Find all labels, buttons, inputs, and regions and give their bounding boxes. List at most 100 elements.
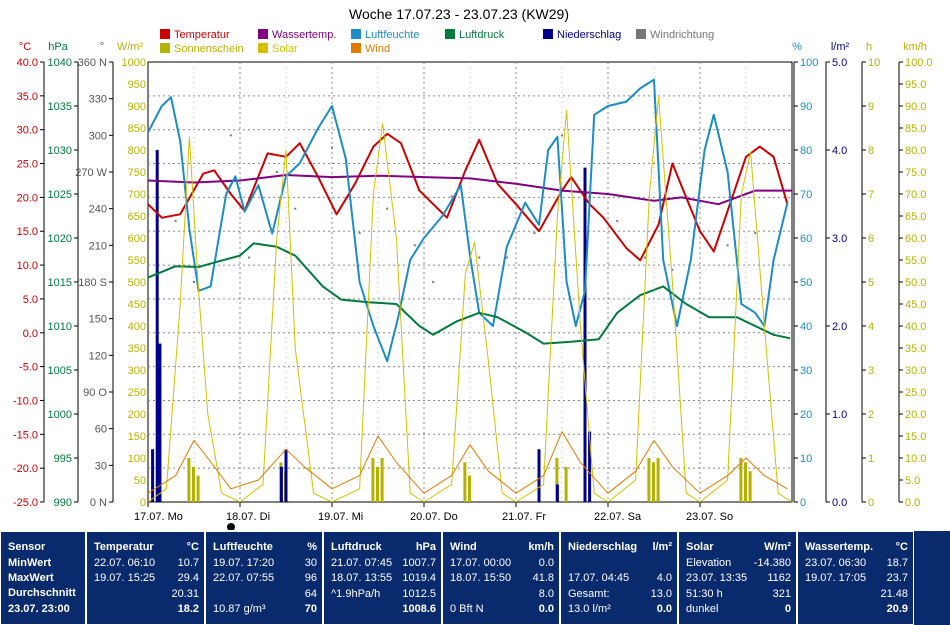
axis-tick-pressure: 1030 <box>48 145 72 157</box>
series-line-wassertemp <box>147 174 792 206</box>
table-column-solar: Solar W/m² Elevation -14.380 23.07. 13:35 116… <box>678 531 797 625</box>
sunshine-bar <box>371 458 375 502</box>
axis-tick-precipitation: 0.0 <box>832 497 847 509</box>
table-cell-label: 23.07. 13:35 <box>686 572 748 585</box>
sunshine-bar <box>468 475 471 502</box>
axis-tick-wind: 15.0 <box>905 431 926 443</box>
x-label-1: 18.07. Di <box>226 511 270 523</box>
axis-tick-solar: 850 <box>128 123 146 135</box>
precipitation-bar <box>537 449 541 502</box>
table-unit: hPa <box>415 541 436 553</box>
table-header: Solar <box>686 541 714 553</box>
axis-tick-pressure: 990 <box>54 497 72 509</box>
weather-chart: Woche 17.07.23 - 23.07.23 (KW29) Tempera… <box>13 6 933 530</box>
precipitation-bar <box>284 449 288 502</box>
table-cell-value: 321 <box>772 587 791 600</box>
axis-tick-wind: 60.0 <box>905 233 926 245</box>
wind-direction-point <box>432 281 435 283</box>
table-cell-label: 22.07. 07:55 <box>213 572 275 585</box>
axis-tick-direction: 90 O <box>83 387 107 399</box>
wind-direction-point <box>754 232 757 235</box>
wind-direction-point <box>413 244 416 247</box>
axis-tick-temperature: -5.0 <box>19 362 38 374</box>
table-cell-value: 0 <box>784 602 791 615</box>
bar-series <box>151 150 752 502</box>
axis-tick-humidity: 30 <box>800 365 812 377</box>
axis-tick-direction: 0 N <box>90 497 107 509</box>
table-header: Wassertemp. <box>805 541 874 553</box>
axis-tick-pressure: 1035 <box>48 101 72 113</box>
axis-tick-solar: 400 <box>128 321 146 333</box>
axis-tick-humidity: 100 <box>800 57 818 69</box>
sunshine-bar <box>196 475 200 502</box>
axis-tick-precipitation: 2.0 <box>832 321 847 333</box>
axis-tick-temperature: 15.0 <box>17 226 38 238</box>
axis-tick-solar: 250 <box>128 387 146 399</box>
axis-tick-wind: 5.0 <box>905 475 920 487</box>
axis-tick-precipitation: 5.0 <box>832 57 847 69</box>
axis-tick-temperature: 20.0 <box>17 192 38 204</box>
axis-tick-wind: 70.0 <box>905 189 926 201</box>
series-line-wind <box>147 431 788 494</box>
table-column-wind: Wind km/h 17.07. 00:00 0.0 18.07. 15:50 41.8 8… <box>442 531 560 625</box>
axis-tick-sunshine: 3 <box>868 365 874 377</box>
table-column-luftdruck: Luftdruck hPa 21.07. 07:45 1007.7 18.07. 13:… <box>323 531 442 625</box>
row-label-sensor: Sensor <box>8 541 46 553</box>
axis-tick-precipitation: 1.0 <box>832 409 847 421</box>
table-cell-value: 30 <box>304 557 317 569</box>
wind-direction-point <box>358 232 361 235</box>
legend-label-2: Luftfeuchte <box>365 29 419 41</box>
axis-tick-direction: 180 S <box>78 277 107 289</box>
wind-direction-point <box>505 256 508 259</box>
axis-tick-direction: 330 <box>89 94 107 106</box>
series-line-temperatur <box>147 132 789 262</box>
axis-tick-direction: 120 <box>89 350 107 362</box>
axis-tick-sunshine: 8 <box>868 145 874 157</box>
axis-tick-solar: 300 <box>128 365 146 377</box>
table-cell-label: 22.07. 06:10 <box>94 557 156 569</box>
table-cell-value: 41.8 <box>532 572 554 585</box>
axis-tick-solar: 100 <box>128 453 146 465</box>
wind-direction-point <box>478 256 481 259</box>
axis-tick-wind: 100.0 <box>905 57 933 69</box>
sunshine-bar <box>652 462 655 502</box>
table-unit: % <box>307 541 317 553</box>
table-cell-value: 8.0 <box>538 587 554 600</box>
axis-tick-sunshine: 7 <box>868 189 874 201</box>
precipitation-bar <box>583 167 587 502</box>
axis-tick-wind: 0.0 <box>905 497 920 509</box>
x-label-2: 19.07. Mi <box>318 511 363 523</box>
legend-label-0: Temperatur <box>174 29 230 41</box>
axis-tick-solar: 550 <box>128 255 146 267</box>
axis-tick-direction: 210 <box>89 240 107 252</box>
table-cell-label: 18.07. 15:50 <box>450 572 512 585</box>
axis-tick-sunshine: 9 <box>868 101 874 113</box>
axis-tick-wind: 10.0 <box>905 453 926 465</box>
table-cell-value: 10.7 <box>177 557 199 569</box>
line-series <box>147 78 793 503</box>
axis-tick-precipitation: 4.0 <box>832 145 847 157</box>
axis-unit-temperature: °C <box>19 41 31 53</box>
table-cell-value: 1019.4 <box>402 572 436 585</box>
axis-tick-solar: 350 <box>128 343 146 355</box>
precipitation-bar <box>279 466 283 502</box>
legend-label-1: Wassertemp. <box>272 29 336 41</box>
axis-tick-sunshine: 0 <box>868 497 874 509</box>
table-cell-label: Elevation <box>686 557 732 569</box>
wind-direction-point <box>671 268 674 271</box>
axis-tick-humidity: 90 <box>800 101 812 113</box>
axis-tick-humidity: 20 <box>800 409 812 421</box>
axis-tick-solar: 600 <box>128 233 146 245</box>
wind-direction-point <box>616 219 619 222</box>
table-cell-label: 21.07. 07:45 <box>331 557 393 569</box>
wind-direction-point <box>533 232 536 235</box>
table-unit: W/m² <box>764 541 791 553</box>
table-cell-value: 18.2 <box>177 602 199 615</box>
sunshine-bar <box>748 471 752 502</box>
row-label-average: Durchschnitt <box>8 587 76 599</box>
wind-direction-point <box>193 281 195 283</box>
legend-swatch-0 <box>160 29 170 39</box>
axis-tick-direction: 360 N <box>78 57 107 69</box>
table-cell-label: 19.07. 17:20 <box>213 557 275 569</box>
table-header: Luftdruck <box>331 541 382 553</box>
